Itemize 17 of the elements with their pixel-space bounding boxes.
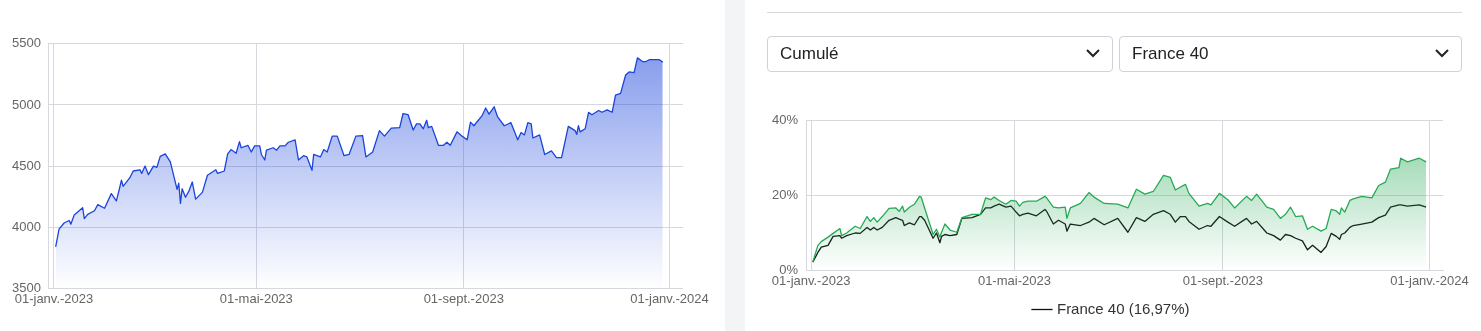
x-tick-label: 01-mai-2023 [219,290,293,306]
y-tick-label: 4500 [12,157,41,173]
legend-label: France 40 (16,97%) [1056,299,1190,317]
y-tick-label: 4000 [12,218,41,234]
dropdown-field: France 40 [1119,36,1462,72]
x-tick-label: 01-sept.-2023 [1182,272,1263,288]
y-tick-label: 5500 [12,35,41,51]
dropdown-field: Cumulé [767,36,1113,72]
x-tick-label: 01-mai-2023 [977,272,1051,288]
y-tick-label: 0% [779,261,799,277]
x-tick-label: 01-janv.-2024 [630,290,709,306]
y-tick-label: 40% [771,112,799,128]
y-tick-label: 3500 [12,279,41,295]
y-tick-label: 5000 [12,96,41,112]
x-tick-label: 01-janv.-2024 [1390,272,1469,288]
y-tick-label: 20% [771,187,799,203]
x-tick-label: 01-sept.-2023 [423,290,504,306]
